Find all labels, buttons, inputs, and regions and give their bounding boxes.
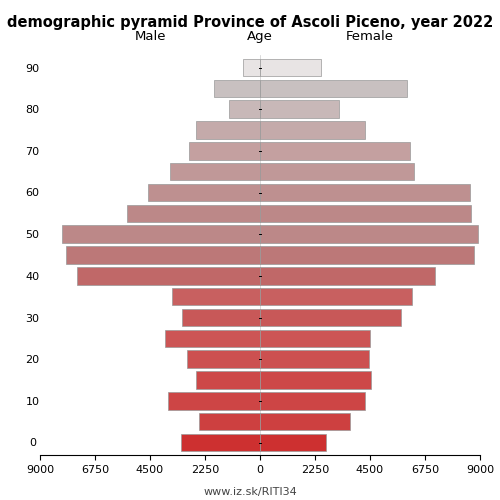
Text: Male: Male — [134, 30, 166, 43]
Text: Female: Female — [346, 30, 394, 43]
Bar — [260, 226, 478, 243]
Bar — [170, 163, 260, 180]
Text: Age: Age — [247, 30, 273, 43]
Bar — [260, 163, 414, 180]
Bar — [230, 100, 260, 118]
Bar — [260, 267, 435, 284]
Bar — [199, 413, 260, 430]
Bar — [172, 288, 260, 306]
Bar — [66, 246, 260, 264]
Bar — [260, 121, 365, 138]
Bar — [62, 226, 260, 243]
Bar — [260, 80, 406, 97]
Text: demographic pyramid Province of Ascoli Piceno, year 2022: demographic pyramid Province of Ascoli P… — [7, 15, 493, 30]
Bar — [127, 204, 260, 222]
Bar — [260, 392, 365, 409]
Bar — [260, 413, 350, 430]
Bar — [260, 246, 474, 264]
Bar — [260, 309, 400, 326]
Bar — [196, 121, 260, 138]
Bar — [182, 309, 260, 326]
Bar — [164, 330, 260, 347]
Bar — [260, 142, 410, 160]
Bar — [180, 434, 260, 451]
Bar — [260, 350, 369, 368]
Bar — [186, 350, 260, 368]
Bar — [214, 80, 260, 97]
Bar — [189, 142, 260, 160]
Bar — [76, 267, 260, 284]
Text: www.iz.sk/RITI34: www.iz.sk/RITI34 — [203, 488, 297, 498]
Bar — [260, 288, 412, 306]
Bar — [260, 58, 321, 76]
Bar — [260, 184, 470, 201]
Bar — [196, 371, 260, 389]
Bar — [260, 434, 326, 451]
Bar — [260, 204, 472, 222]
Bar — [260, 371, 371, 389]
Bar — [148, 184, 260, 201]
Bar — [243, 58, 260, 76]
Bar — [168, 392, 260, 409]
Bar — [260, 100, 340, 118]
Bar — [260, 330, 370, 347]
